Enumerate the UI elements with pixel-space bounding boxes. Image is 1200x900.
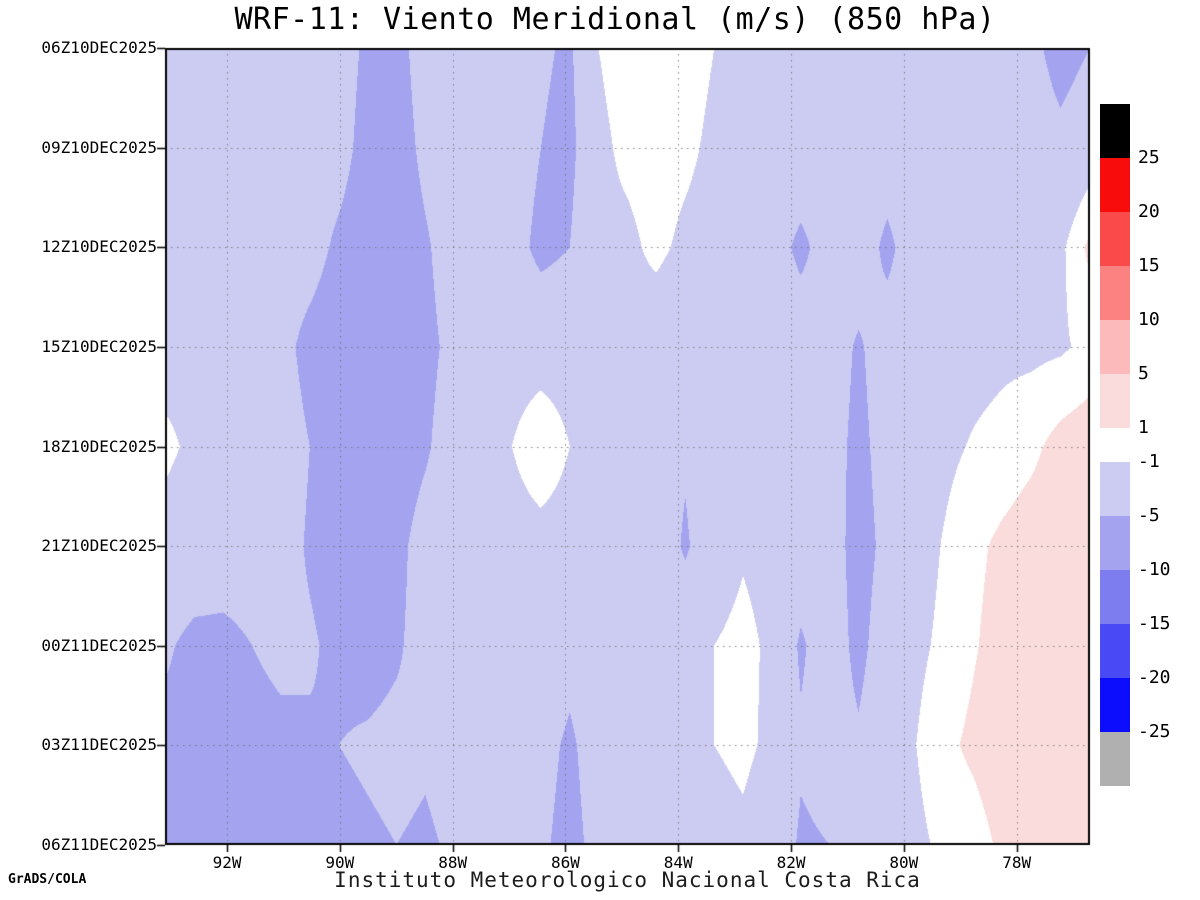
colorbar-segment (1100, 462, 1130, 516)
colorbar-label: 20 (1138, 201, 1160, 222)
x-axis-label: 84W (663, 853, 693, 872)
x-axis-label: 90W (325, 853, 355, 872)
colorbar-segment (1100, 104, 1130, 158)
colorbar-label: -10 (1138, 559, 1171, 580)
colorbar-segment (1100, 516, 1130, 570)
x-axis-label: 86W (551, 853, 580, 872)
colorbar-label: -15 (1138, 613, 1171, 634)
colorbar-label: 10 (1138, 309, 1160, 330)
colorbar-label: 15 (1138, 255, 1160, 276)
x-axis-label: 82W (776, 853, 806, 872)
y-axis-label: 15Z10DEC2025 (41, 336, 157, 356)
x-axis-label: 88W (438, 853, 468, 872)
colorbar-segment (1100, 158, 1130, 212)
colorbar-label: 1 (1138, 417, 1149, 438)
y-axis-label: 18Z10DEC2025 (41, 436, 157, 456)
institution-caption: Instituto Meteorologico Nacional Costa R… (334, 868, 921, 892)
y-axis-label: 09Z10DEC2025 (41, 137, 157, 157)
colorbar-label: 25 (1138, 147, 1160, 168)
x-axis-label: 78W (1002, 853, 1032, 872)
y-axis-label: 06Z10DEC2025 (41, 38, 157, 57)
colorbar-segment (1100, 266, 1130, 320)
colorbar-segment (1100, 212, 1130, 266)
y-axis-label: 00Z11DEC2025 (41, 635, 157, 655)
x-axis-label: 92W (212, 853, 242, 872)
y-axis-label: 21Z10DEC2025 (41, 536, 157, 556)
colorbar-segment (1100, 570, 1130, 624)
grads-credit-label: GrADS/COLA (8, 872, 87, 887)
colorbar-label: 5 (1138, 363, 1149, 384)
colorbar-segment (1100, 374, 1130, 428)
x-axis-label: 80W (889, 853, 919, 872)
colorbar-segment (1100, 732, 1130, 786)
y-axis-label: 12Z10DEC2025 (41, 237, 157, 257)
y-axis-label: 03Z11DEC2025 (41, 735, 157, 755)
colorbar-segment (1100, 678, 1130, 732)
colorbar-label: -25 (1138, 721, 1171, 742)
colorbar-label: -20 (1138, 667, 1171, 688)
colorbar-segment (1100, 624, 1130, 678)
colorbar-label: -1 (1138, 451, 1160, 472)
y-axis-label: 06Z11DEC2025 (41, 835, 157, 854)
colorbar-label: -5 (1138, 505, 1160, 526)
colorbar-segment (1100, 320, 1130, 374)
